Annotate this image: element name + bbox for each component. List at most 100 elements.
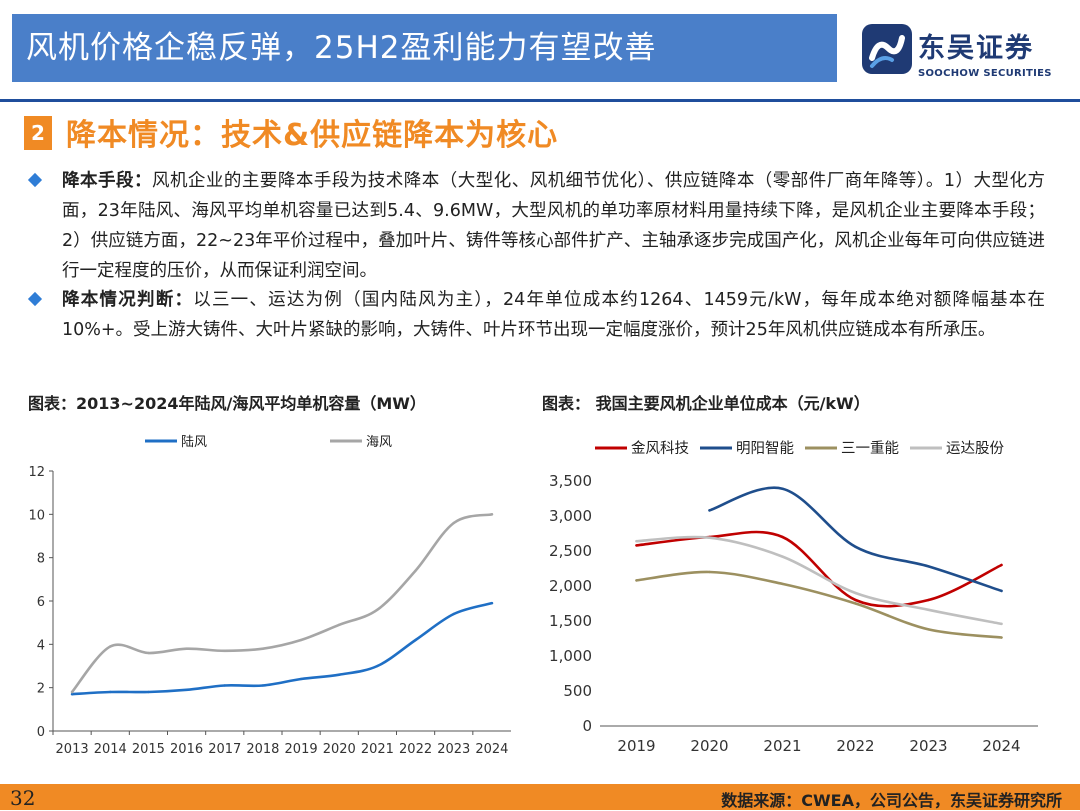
- data-point: [781, 582, 784, 586]
- y-tick-label: 3,500: [549, 472, 592, 490]
- data-point: [1000, 589, 1003, 593]
- data-point: [854, 591, 857, 595]
- legend-label: 三一重能: [841, 440, 899, 457]
- data-point: [1000, 563, 1003, 567]
- x-tick-label: 2019: [617, 737, 655, 755]
- chart-caption-cost: 图表： 我国主要风机企业单位成本（元/kW）: [542, 394, 870, 413]
- bullet-item: 降本情况判断：以三一、运达为例（国内陆风为主），24年单位成本约1264、145…: [27, 285, 1045, 345]
- data-source: 数据来源：CWEA，公司公告，东吴证券研究所: [721, 791, 1062, 810]
- y-tick-label: 1,500: [549, 612, 592, 630]
- data-point: [261, 647, 265, 650]
- x-tick-label: 2020: [690, 737, 728, 755]
- data-point: [854, 545, 857, 548]
- header-divider: [0, 99, 1080, 102]
- data-point: [185, 688, 188, 692]
- bullet-body: 降本手段：风机企业的主要降本手段为技术降本（大型化、风机细节优化）、供应链降本（…: [62, 166, 1045, 286]
- data-point: [635, 579, 638, 582]
- data-point: [854, 602, 857, 605]
- data-point: [854, 598, 857, 602]
- bullet-heading: 降本情况判断：: [62, 290, 194, 310]
- data-point: [299, 638, 303, 642]
- data-point: [635, 540, 638, 543]
- y-tick-label: 6: [37, 595, 45, 610]
- y-tick-label: 2,500: [549, 542, 592, 560]
- logo-text-cn: 东吴证券: [918, 33, 1034, 64]
- series-line: [635, 530, 1003, 608]
- y-tick-label: 2,000: [549, 577, 592, 595]
- section-number-badge: 2: [24, 116, 52, 150]
- data-point: [781, 535, 784, 539]
- data-point: [70, 692, 74, 696]
- capacity-line-chart: 0 2 4 6 8 10 12 2013 2014 2015 2016 2017 2018 2019 202…: [28, 434, 511, 757]
- data-point: [1000, 636, 1003, 639]
- y-tick-label: 4: [37, 638, 45, 653]
- data-point: [70, 690, 74, 694]
- y-tick-label: 8: [37, 552, 45, 567]
- data-point: [452, 612, 455, 616]
- series-line: [70, 513, 494, 694]
- chart-caption-capacity: 图表：2013~2024年陆风/海风平均单机容量（MW）: [28, 394, 426, 413]
- unit-cost-line-chart: 0 500 1,000 1,500 2,000 2,500 3,000 3,500 2019 20…: [549, 440, 1038, 755]
- x-tick-label: 2020: [323, 742, 356, 757]
- data-point: [927, 565, 930, 568]
- legend-label: 陆风: [181, 434, 207, 450]
- x-tick-label: 2015: [132, 742, 165, 757]
- data-point: [376, 608, 379, 611]
- data-point: [708, 570, 711, 574]
- legend-label: 运达股份: [946, 440, 1004, 457]
- x-tick-label: 2013: [56, 742, 89, 757]
- data-point: [223, 684, 226, 687]
- data-point: [338, 623, 341, 627]
- page-title: 风机价格企稳反弹，25H2盈利能力有望改善: [12, 14, 837, 82]
- x-tick-label: 2023: [909, 737, 947, 755]
- brand-logo: 东吴证券 SOOCHOW SECURITIES: [862, 24, 1062, 84]
- x-tick-label: 2016: [170, 742, 203, 757]
- data-point: [927, 608, 930, 611]
- legend-label: 海风: [366, 435, 392, 450]
- data-point: [1000, 622, 1003, 626]
- data-point: [185, 647, 188, 650]
- y-tick-label: 0: [582, 717, 592, 735]
- data-point: [338, 673, 341, 676]
- data-point: [109, 645, 112, 648]
- x-tick-label: 2023: [437, 742, 470, 757]
- data-point: [781, 555, 784, 558]
- bullet-text: 风机企业的主要降本手段为技术降本（大型化、风机细节优化）、供应链降本（零部件厂商…: [62, 171, 1046, 281]
- x-tick-label: 2024: [475, 742, 508, 757]
- data-point: [490, 601, 494, 605]
- page-number: 32: [10, 786, 36, 810]
- y-tick-label: 2: [37, 682, 45, 697]
- data-point: [452, 521, 455, 525]
- x-tick-label: 2024: [982, 737, 1020, 755]
- x-tick-label: 2017: [208, 742, 241, 757]
- x-tick-label: 2021: [361, 742, 394, 757]
- y-tick-label: 500: [563, 682, 592, 700]
- x-tick-label: 2022: [399, 742, 432, 757]
- x-tick-label: 2019: [285, 742, 318, 757]
- series-line: [70, 601, 494, 696]
- y-tick-label: 3,000: [549, 507, 592, 525]
- series-line: [708, 486, 1003, 593]
- bullet-body: 降本情况判断：以三一、运达为例（国内陆风为主），24年单位成本约1264、145…: [62, 285, 1045, 345]
- data-point: [490, 513, 494, 516]
- bullet-item: 降本手段：风机企业的主要降本手段为技术降本（大型化、风机细节优化）、供应链降本（…: [27, 166, 1045, 286]
- y-tick-label: 10: [28, 508, 45, 523]
- legend-label: 金风科技: [631, 440, 689, 457]
- data-point: [635, 544, 638, 547]
- data-point: [147, 690, 150, 694]
- section-title: 降本情况：技术&供应链降本为核心: [66, 118, 559, 153]
- bullet-text: 以三一、运达为例（国内陆风为主），24年单位成本约1264、1459元/kW，每…: [62, 290, 1046, 340]
- footer-bar: [0, 784, 1080, 810]
- series-line: [635, 570, 1003, 639]
- series-line: [635, 535, 1003, 626]
- data-point: [147, 651, 150, 655]
- x-tick-label: 2021: [763, 737, 801, 755]
- diamond-bullet-icon: [27, 291, 43, 307]
- data-point: [414, 638, 417, 642]
- data-point: [414, 569, 417, 572]
- data-point: [109, 690, 112, 694]
- y-tick-label: 0: [37, 725, 45, 740]
- data-point: [708, 509, 711, 512]
- soochow-logo-icon: [862, 24, 912, 74]
- data-point: [376, 664, 379, 668]
